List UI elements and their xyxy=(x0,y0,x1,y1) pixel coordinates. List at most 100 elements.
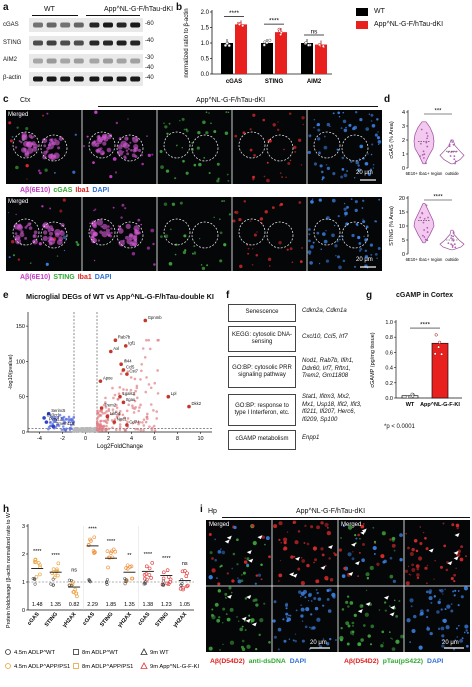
micro-dot-i xyxy=(439,588,444,593)
micro-dot-i xyxy=(309,626,311,628)
micro-dot xyxy=(112,206,115,209)
micro-dot xyxy=(344,215,346,217)
term-cgamp: cGAMP metabolism xyxy=(228,430,296,450)
micro-dot xyxy=(202,120,206,125)
legend-h-label-4: 8m ADLP^APP/PS1 xyxy=(82,664,133,670)
plaque-outline xyxy=(341,134,369,162)
legend-h-label-1: 8m ADLP^WT xyxy=(82,650,119,656)
gene-label-Ifi44: Ifi44 xyxy=(124,359,133,364)
micro-dot-i xyxy=(428,591,432,595)
micro-dot-i xyxy=(347,525,353,530)
micro-dot-i xyxy=(252,541,257,546)
micro-dot-i xyxy=(320,521,324,525)
violin-point xyxy=(452,150,455,153)
micro-dot-i xyxy=(278,580,280,582)
blot-strip-actin xyxy=(29,72,143,86)
volcano-highlight xyxy=(105,414,110,419)
micro-dot xyxy=(253,233,257,237)
micro-dot xyxy=(183,234,187,238)
micro-dot xyxy=(309,261,313,265)
panel-label-f: f xyxy=(226,290,230,301)
micro-dot xyxy=(361,207,364,209)
volcano-highlight xyxy=(118,394,122,399)
volcano-up-point xyxy=(131,421,135,425)
band-label-cgas: cGAS xyxy=(3,22,19,28)
micro-dot xyxy=(289,159,292,162)
ytick-label-h: 0 xyxy=(22,608,25,614)
micro-dot-i xyxy=(445,568,449,572)
micro-dot xyxy=(127,118,129,120)
gene-label-Gpnmb: Gpnmb xyxy=(148,315,162,320)
plaque-dot xyxy=(132,137,135,140)
micro-dot xyxy=(74,133,77,136)
micro-dot-i xyxy=(251,524,255,528)
micro-bg xyxy=(6,110,382,184)
scale-label-i2: 20 μm xyxy=(442,640,459,646)
volcano-down-point xyxy=(62,421,66,425)
volcano-up-point xyxy=(111,408,115,411)
volcano-up-point xyxy=(95,428,99,432)
violin-point xyxy=(422,150,425,153)
cgamp-bar-chart: 0.0 0.2 0.4 0.6 0.8 1.0 cGAMP (pg/mg tissue) WT… xyxy=(370,320,462,408)
arrowhead xyxy=(390,605,396,610)
point-b xyxy=(304,41,308,45)
micro-dot xyxy=(193,163,197,167)
sig-label-h-0: **** xyxy=(33,549,42,555)
volcano-down-point xyxy=(67,418,70,421)
plaque-dot xyxy=(42,155,47,160)
micro-dot xyxy=(310,244,314,249)
wt-point-h xyxy=(105,578,109,582)
arrowhead xyxy=(365,602,371,607)
legend-b: WT App^NL-G-F/hTau-dKI xyxy=(356,8,443,30)
band-1-4 xyxy=(89,40,100,46)
plaque-dot xyxy=(20,141,23,144)
micro-dot xyxy=(262,118,266,122)
wt-point-h xyxy=(105,582,109,587)
micro-dot xyxy=(44,168,48,172)
xlabel-h-3: cGAS xyxy=(82,611,96,627)
micro-dot-i xyxy=(313,596,317,601)
legend-i-dsdna: anti-dsDNA xyxy=(248,658,286,665)
micro-dot-i xyxy=(395,614,399,618)
plaque-dot xyxy=(120,140,127,148)
ytick-label-d: 20 xyxy=(399,196,405,202)
volcano-highlight xyxy=(121,400,126,405)
kda-marker-30: -30 xyxy=(145,55,154,61)
micro-dot-i xyxy=(391,638,393,640)
micro-dot xyxy=(205,131,209,135)
micro-dot-i xyxy=(277,627,282,632)
micro-dot xyxy=(208,112,210,114)
volcano-up-point xyxy=(144,390,148,394)
panel-label-i: i xyxy=(200,504,203,515)
micro-dot-i xyxy=(297,530,301,533)
volcano-ns-point xyxy=(75,430,78,433)
ytick-label-e: 0 xyxy=(22,430,25,436)
ytick-label-b: 2.0 xyxy=(201,10,210,16)
micro-dot-i xyxy=(416,567,420,571)
violin-point xyxy=(451,246,454,248)
point-b xyxy=(307,43,311,47)
micro-dot-i xyxy=(215,577,218,580)
volcano-up-point xyxy=(153,429,157,432)
micro-dot xyxy=(354,200,358,204)
micro-dot-i xyxy=(380,644,384,648)
volcano-up-point xyxy=(148,347,152,351)
volcano-highlight xyxy=(44,420,49,424)
volcano-down-point xyxy=(62,418,65,422)
volcano-title: Microglial DEGs of WT vs App^NL-G-F/hTau… xyxy=(26,292,214,301)
volcano-ns-point xyxy=(82,428,85,431)
volcano-up-point xyxy=(139,428,143,432)
micro-dot-i xyxy=(304,596,307,599)
micro-dot-i xyxy=(426,582,428,584)
micro-dot-i xyxy=(453,580,456,583)
volcano-up-point xyxy=(103,411,107,415)
arrowhead xyxy=(245,618,251,623)
gene-label-Lpl: Lpl xyxy=(171,391,177,396)
plaque-dot xyxy=(54,232,60,238)
point-h-2 xyxy=(72,589,76,594)
micro-dot-i xyxy=(400,634,404,639)
gene-label-Cst7: Cst7 xyxy=(129,369,138,374)
micro-dot xyxy=(247,247,250,250)
micro-dot-i xyxy=(300,591,305,596)
point-h-1 xyxy=(55,567,59,572)
